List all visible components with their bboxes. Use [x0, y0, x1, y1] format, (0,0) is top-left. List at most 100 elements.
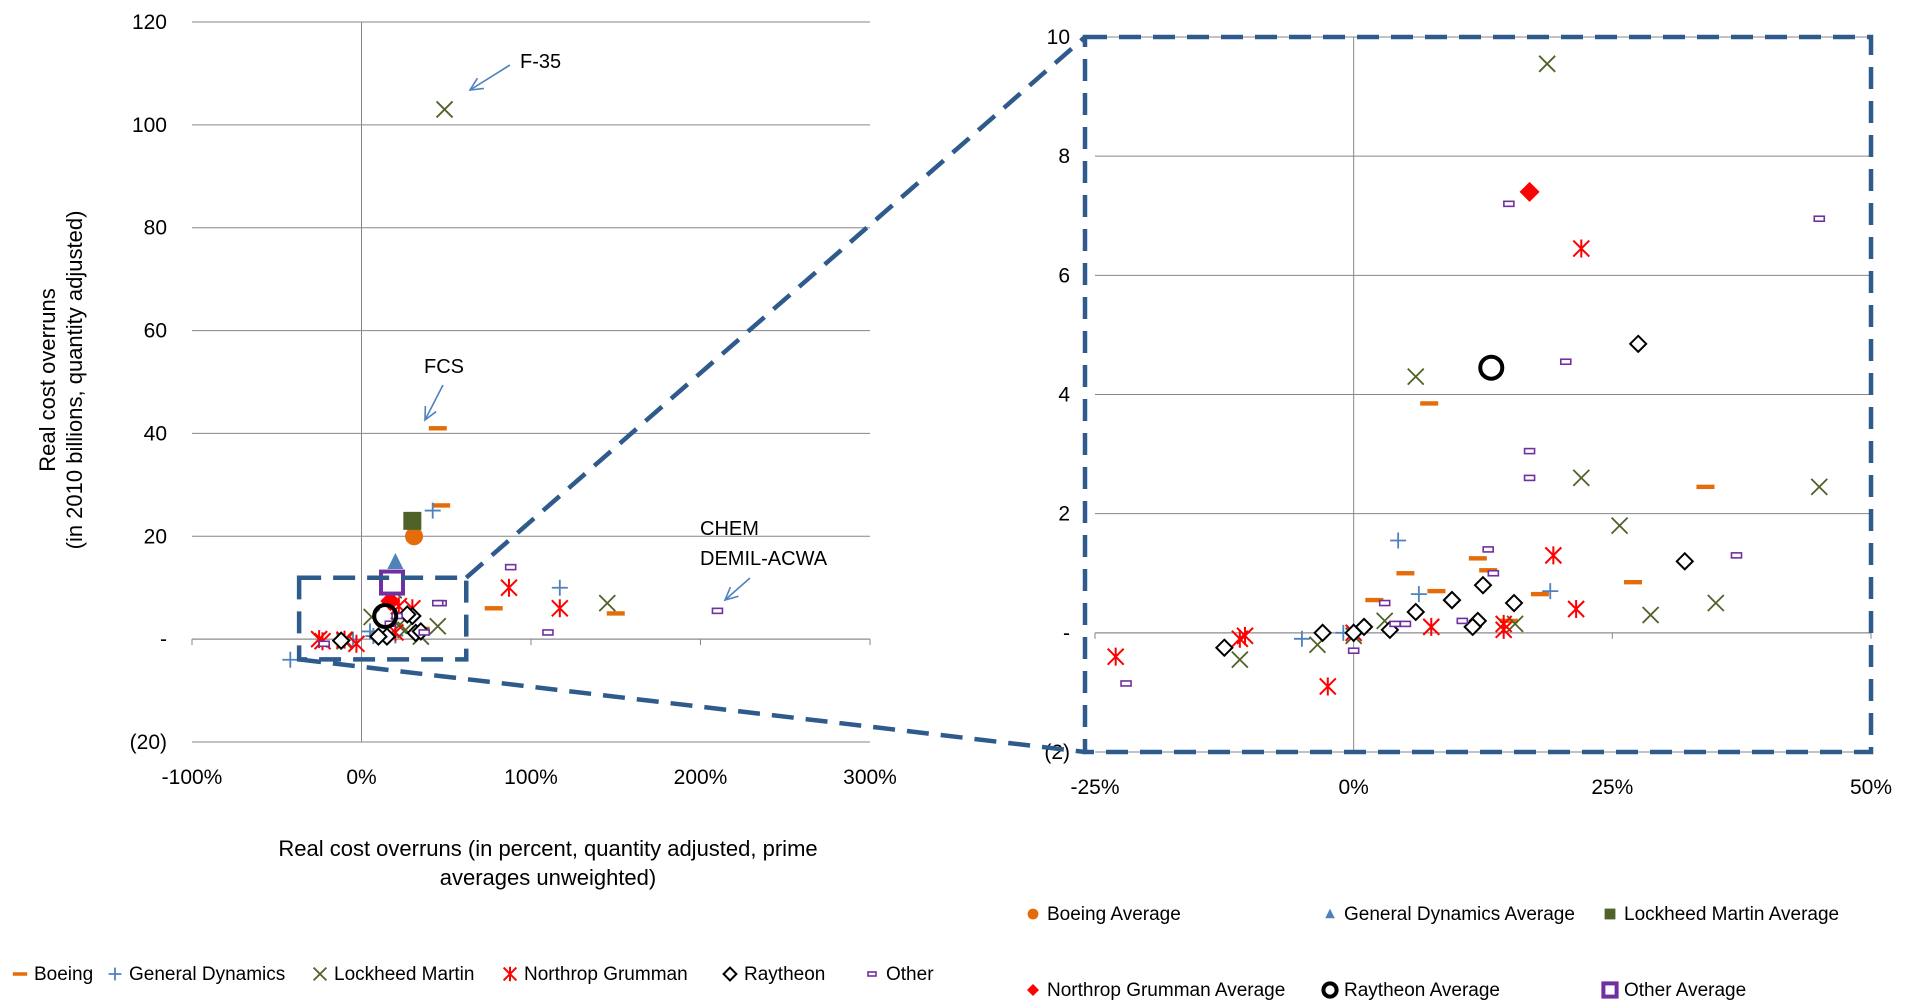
data-point	[551, 599, 569, 618]
legend-marker-shape	[108, 967, 122, 981]
data-point-shape	[429, 617, 447, 635]
data-point	[1523, 447, 1536, 455]
data-point-shape	[1389, 620, 1401, 628]
arrow-shaft	[469, 64, 511, 91]
x-tick-label: 25%	[1591, 776, 1633, 799]
y-tick-label: 10	[1047, 26, 1070, 49]
average-point	[372, 603, 399, 629]
average-point	[1478, 354, 1505, 381]
x-tick-label: 300%	[843, 766, 897, 789]
data-point	[1106, 647, 1125, 666]
y-tick-label: (2)	[1044, 741, 1070, 764]
data-point-shape	[282, 651, 299, 668]
data-point-shape	[1422, 617, 1440, 636]
series-boeing	[1365, 401, 1715, 624]
data-point-shape	[1503, 200, 1515, 208]
data-point-shape	[1319, 677, 1337, 696]
data-point-shape	[500, 578, 518, 597]
data-point-shape	[1473, 575, 1493, 595]
data-point	[1707, 594, 1725, 612]
data-point-shape	[484, 606, 503, 611]
x-tick-label: 200%	[674, 766, 728, 789]
data-point-shape	[1487, 569, 1500, 577]
data-point-shape	[1344, 623, 1364, 643]
data-point	[1499, 618, 1518, 624]
x-tick-label: 0%	[1338, 776, 1368, 799]
y-tick-label: 40	[144, 422, 167, 445]
series-raytheon	[1214, 334, 1695, 658]
data-point-shape	[1406, 602, 1426, 622]
data-point-shape	[1696, 484, 1715, 490]
data-point	[1407, 367, 1425, 386]
data-point-shape	[1567, 600, 1585, 618]
legend-marker-shape	[867, 971, 877, 977]
data-point	[606, 611, 625, 616]
data-point-shape	[711, 607, 724, 615]
data-point	[1641, 606, 1660, 624]
average-point-shape	[1519, 181, 1540, 202]
data-point	[1544, 546, 1563, 565]
legend-marker-shape	[1027, 908, 1039, 920]
data-point-shape	[1504, 593, 1524, 613]
data-point	[1503, 200, 1515, 208]
average-point	[405, 527, 424, 546]
data-point	[1396, 571, 1415, 576]
data-point	[1236, 626, 1254, 645]
data-point	[418, 629, 431, 636]
data-point-shape	[1399, 620, 1412, 628]
y-tick-label: 2	[1058, 503, 1070, 526]
data-point	[1628, 334, 1648, 354]
data-point	[397, 605, 417, 624]
data-point	[1120, 680, 1132, 687]
data-point	[542, 629, 554, 636]
data-point-shape	[551, 599, 569, 618]
zoom-source-box	[296, 575, 469, 662]
zoom-connector-top	[464, 35, 1087, 580]
data-point	[431, 599, 444, 607]
data-point	[1427, 588, 1446, 594]
data-point	[1572, 239, 1590, 258]
legend-averages: Boeing Average General Dynamics Average Lo…	[1027, 904, 1839, 1000]
legend-marker	[312, 966, 328, 982]
legend-marker-shape	[722, 966, 738, 982]
data-point-shape	[1542, 583, 1559, 600]
x-axis-title-line: averages unweighted)	[440, 865, 656, 890]
data-point-shape	[1813, 215, 1826, 223]
average-point	[1519, 181, 1540, 202]
legend-label: Northrop Grumman Average	[1047, 980, 1285, 1000]
average-point-shape	[372, 603, 399, 629]
chem-arrow-icon	[723, 577, 751, 602]
data-point	[1559, 358, 1572, 366]
data-point	[1354, 617, 1374, 637]
data-point-shape	[1538, 55, 1556, 73]
data-point	[1456, 617, 1469, 625]
legend-marker	[12, 972, 28, 976]
data-point-shape	[1628, 334, 1648, 354]
y-tick-label: -	[1063, 622, 1070, 645]
data-point	[1504, 593, 1524, 613]
annotation-f35: F-35	[520, 51, 561, 73]
data-point-shape	[435, 100, 454, 119]
data-point-shape	[1482, 546, 1494, 553]
y-tick-label: 100	[132, 114, 167, 137]
legend-label: Other Average	[1624, 980, 1746, 1000]
data-point	[1810, 478, 1828, 496]
legend-marker	[108, 967, 122, 981]
data-point	[1406, 602, 1426, 622]
arrow-shaft	[424, 384, 444, 421]
arrow-head	[723, 586, 739, 602]
data-point	[1390, 532, 1407, 549]
data-point-shape	[1106, 647, 1125, 666]
legend-label: Lockheed Martin Average	[1624, 904, 1839, 925]
legend-marker	[1604, 908, 1616, 920]
data-point	[1675, 551, 1695, 571]
data-point-shape	[1407, 367, 1425, 386]
data-point	[1610, 516, 1629, 535]
y-tick-label: 6	[1058, 264, 1070, 287]
average-point	[379, 569, 406, 596]
data-point	[1399, 620, 1412, 628]
data-point-shape	[1313, 623, 1333, 643]
legend-marker-shape	[1325, 908, 1335, 919]
annotation-chem: CHEM	[700, 518, 759, 540]
data-point	[1313, 623, 1333, 643]
